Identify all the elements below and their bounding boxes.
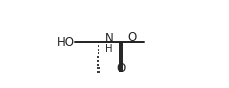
Text: O: O (127, 31, 136, 44)
Text: H: H (105, 44, 112, 54)
Text: HO: HO (57, 36, 75, 49)
Text: O: O (117, 62, 126, 75)
Text: N: N (104, 32, 113, 45)
